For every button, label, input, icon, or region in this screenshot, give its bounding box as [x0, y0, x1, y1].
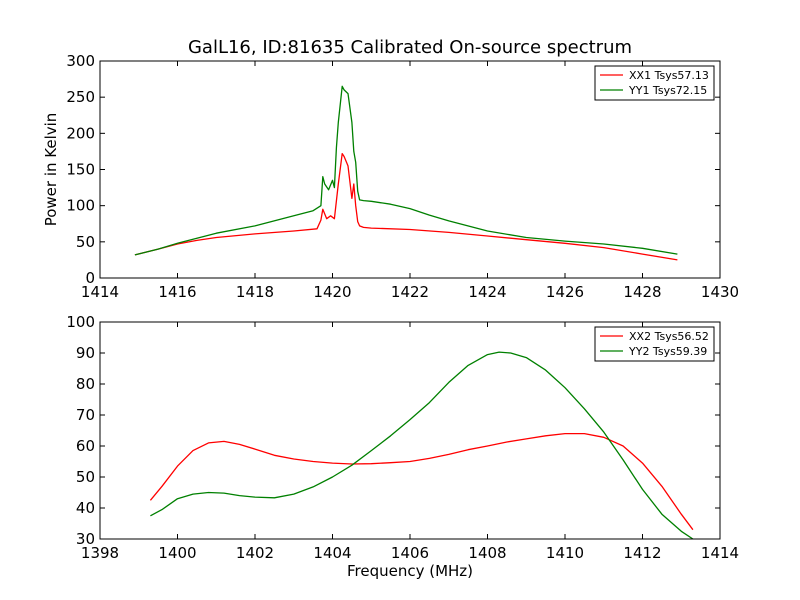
x-tick-label: 1414: [701, 544, 739, 562]
upper-spectrum-panel: 1414 1416 1418 1420 1422 1424 1426 1428 1430 0 50 1…: [42, 37, 739, 301]
y-tick-label: 90: [76, 344, 95, 362]
x-tick-label: 1424: [468, 283, 506, 301]
x-tick-label: 1430: [701, 283, 739, 301]
x-tick-label: 1408: [468, 544, 506, 562]
y-tick-label: 250: [66, 88, 95, 106]
chart-title: GalL16, ID:81635 Calibrated On-source sp…: [188, 37, 632, 58]
y-tick-label: 0: [85, 269, 95, 287]
x-tick-label: 1428: [623, 283, 661, 301]
x-tick-label: 1426: [546, 283, 584, 301]
y-tick-label: 60: [76, 437, 95, 455]
legend-entry-label: YY1 Tsys72.15: [628, 84, 707, 97]
x-tick-label: 1422: [391, 283, 429, 301]
y-tick-label: 150: [66, 161, 95, 179]
x-tick-label: 1406: [391, 544, 429, 562]
y-tick-label: 30: [76, 530, 95, 548]
x-tick-label: 1412: [623, 544, 661, 562]
legend: XX1 Tsys57.13 YY1 Tsys72.15: [594, 65, 715, 101]
legend-entry-label: XX1 Tsys57.13: [629, 69, 709, 82]
y-tick-label: 80: [76, 375, 95, 393]
legend: XX2 Tsys56.52 YY2 Tsys59.39: [594, 326, 715, 362]
legend-entry-label: XX2 Tsys56.52: [629, 330, 709, 343]
x-tick-label: 1414: [81, 283, 119, 301]
x-axis-label: Frequency (MHz): [347, 562, 473, 580]
x-tick-label: 1398: [81, 544, 119, 562]
x-tick-label: 1402: [236, 544, 274, 562]
series-line-xx: [149, 432, 694, 531]
x-tick-label: 1400: [158, 544, 196, 562]
y-tick-label: 50: [76, 233, 95, 251]
x-tick-label: 1416: [158, 283, 196, 301]
y-axis-label: Power in Kelvin: [42, 113, 60, 227]
series-lines: [134, 85, 678, 261]
legend-entry-label: YY2 Tsys59.39: [628, 345, 707, 358]
y-tick-label: 40: [76, 499, 95, 517]
x-tick-label: 1418: [236, 283, 274, 301]
y-tick-label: 300: [66, 52, 95, 70]
y-tick-label: 50: [76, 468, 95, 486]
x-tick-label: 1404: [313, 544, 351, 562]
lower-spectrum-panel: 1398 1400 1402 1404 1406 1408 1410 1412 1414 30 40…: [66, 313, 739, 580]
legend-box: [594, 65, 715, 101]
y-tick-label: 100: [66, 313, 95, 331]
series-line-yy: [150, 351, 694, 539]
x-tick-label: 1420: [313, 283, 351, 301]
series-line-yy: [134, 85, 678, 256]
y-tick-label: 70: [76, 406, 95, 424]
series-lines: [149, 351, 694, 539]
x-tick-label: 1410: [546, 544, 584, 562]
y-tick-label: 200: [66, 124, 95, 142]
legend-box: [594, 326, 715, 362]
y-tick-label: 100: [66, 197, 95, 215]
series-line-xx: [134, 152, 678, 261]
